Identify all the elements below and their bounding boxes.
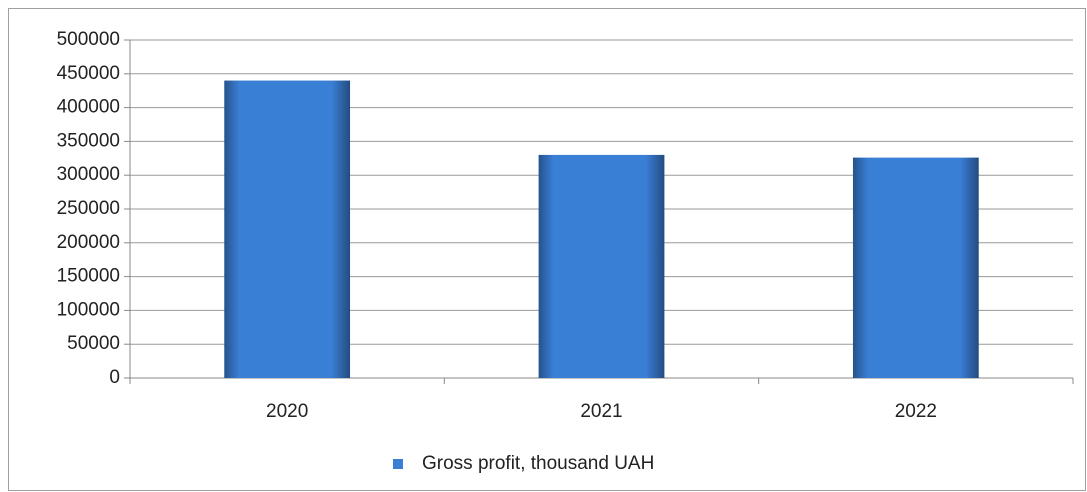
y-tick-label: 400000: [57, 97, 120, 118]
y-tick-label: 450000: [57, 63, 120, 84]
y-tick-label: 250000: [57, 198, 120, 219]
y-tick-label: 150000: [57, 266, 120, 287]
x-tick-label: 2021: [580, 401, 622, 422]
legend-label: Gross profit, thousand UAH: [422, 453, 654, 474]
bar-shade: [852, 157, 979, 378]
y-tick-label: 350000: [57, 130, 120, 151]
legend-marker: [393, 459, 403, 469]
bar-shade: [538, 154, 665, 378]
y-tick-label: 100000: [57, 299, 120, 320]
y-tick-label: 0: [109, 367, 120, 388]
bar-shade: [224, 80, 351, 378]
x-tick-label: 2022: [895, 401, 937, 422]
y-tick-label: 50000: [67, 333, 120, 354]
y-tick-label: 300000: [57, 164, 120, 185]
y-tick-label: 200000: [57, 232, 120, 253]
y-tick-label: 500000: [57, 29, 120, 50]
x-tick-label: 2020: [266, 401, 308, 422]
